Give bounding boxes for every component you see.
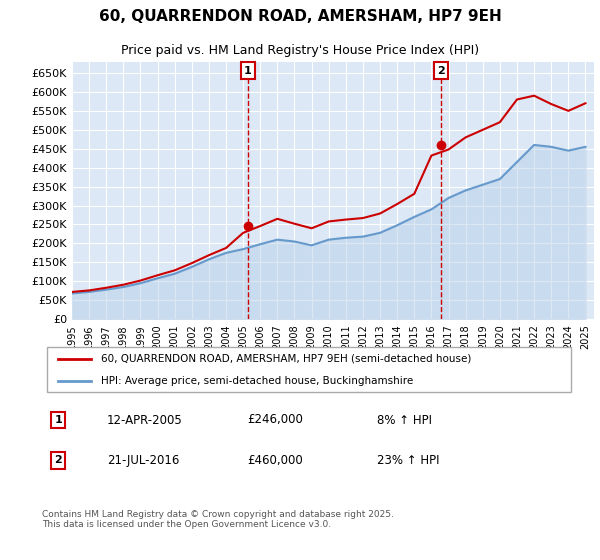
Text: £460,000: £460,000 [247,454,303,467]
Text: 8% ↑ HPI: 8% ↑ HPI [377,413,432,427]
Text: 60, QUARRENDON ROAD, AMERSHAM, HP7 9EH: 60, QUARRENDON ROAD, AMERSHAM, HP7 9EH [98,10,502,24]
Text: 1: 1 [55,415,62,425]
Text: £246,000: £246,000 [247,413,303,427]
Text: Contains HM Land Registry data © Crown copyright and database right 2025.
This d: Contains HM Land Registry data © Crown c… [42,510,394,529]
Text: Price paid vs. HM Land Registry's House Price Index (HPI): Price paid vs. HM Land Registry's House … [121,44,479,57]
Text: 2: 2 [437,66,445,76]
Text: 23% ↑ HPI: 23% ↑ HPI [377,454,439,467]
Text: 2: 2 [55,455,62,465]
Text: HPI: Average price, semi-detached house, Buckinghamshire: HPI: Average price, semi-detached house,… [101,376,413,386]
Text: 21-JUL-2016: 21-JUL-2016 [107,454,179,467]
Text: 60, QUARRENDON ROAD, AMERSHAM, HP7 9EH (semi-detached house): 60, QUARRENDON ROAD, AMERSHAM, HP7 9EH (… [101,353,472,363]
Text: 1: 1 [244,66,252,76]
Text: 12-APR-2005: 12-APR-2005 [107,413,182,427]
FancyBboxPatch shape [47,347,571,392]
